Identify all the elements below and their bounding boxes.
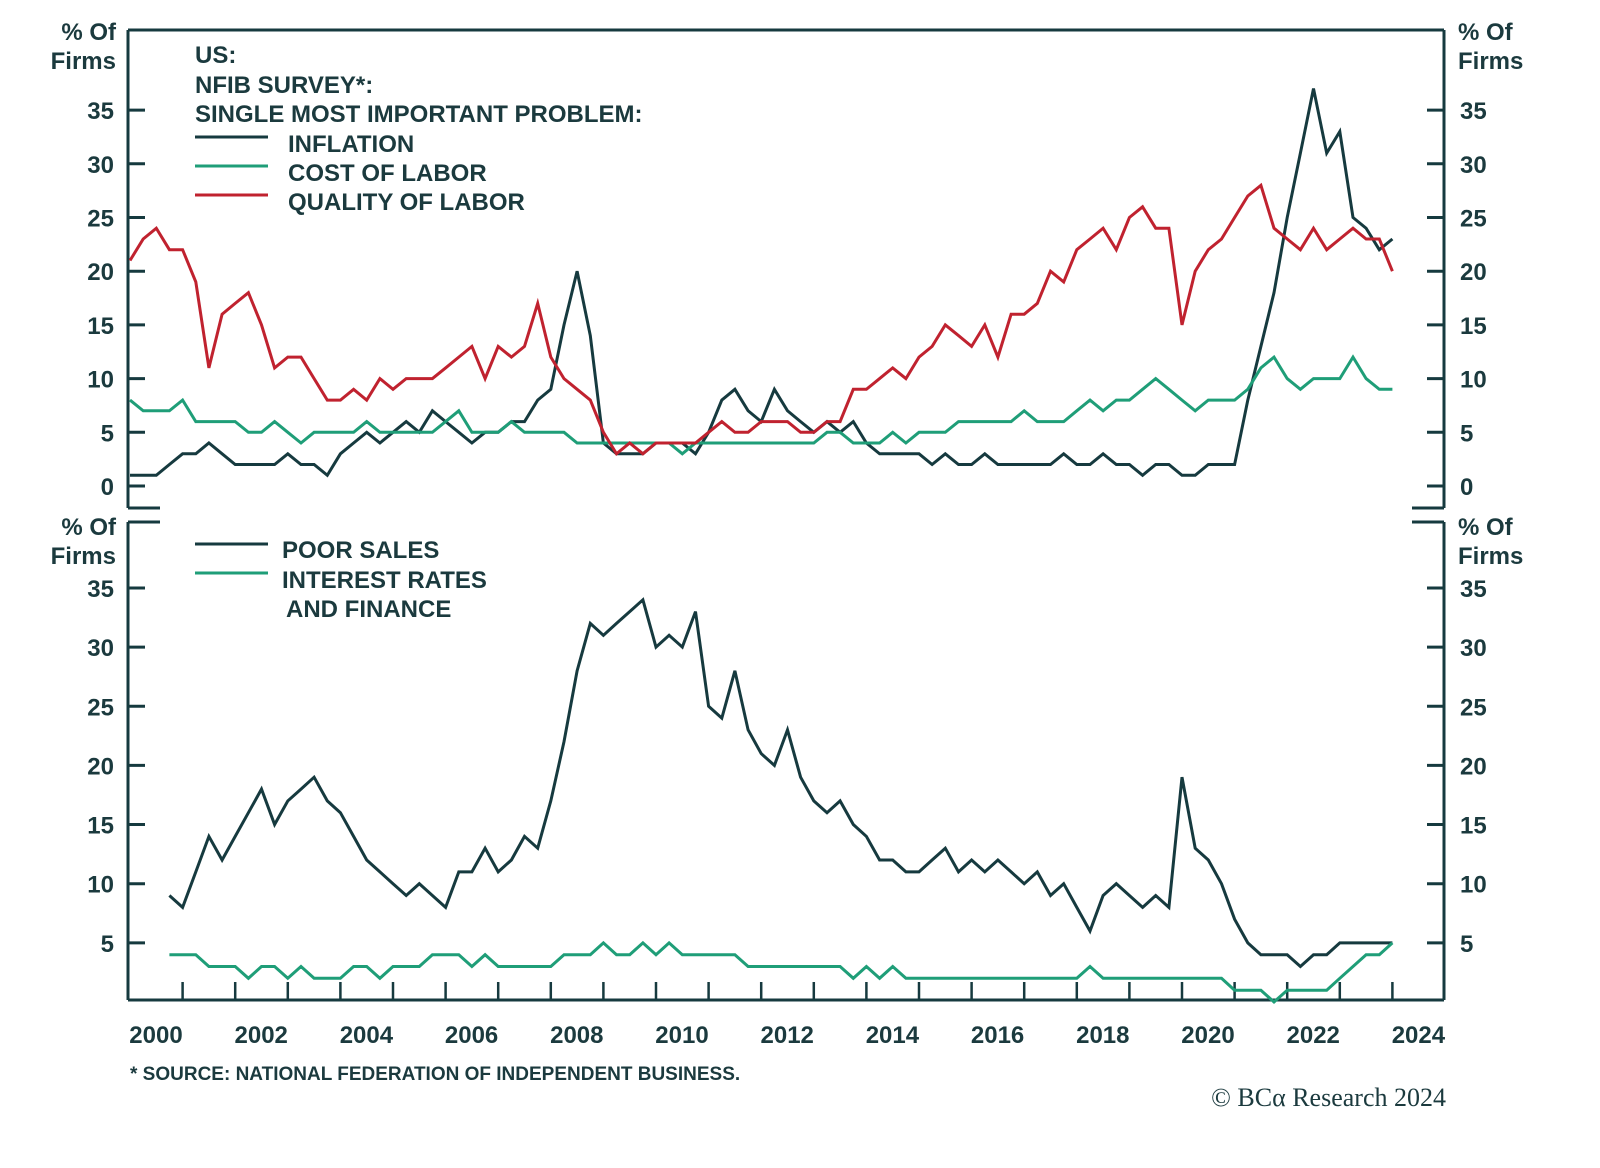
y-tick-label-left: 30 [87,152,114,179]
legend-label-interest-rates-line2: AND FINANCE [286,596,451,623]
y-tick-label-left: 20 [87,259,114,286]
chart-title-line2: NFIB SURVEY*: [195,72,373,99]
x-tick-label: 2016 [971,1022,1024,1049]
x-tick-label: 2014 [866,1022,920,1049]
x-tick-label: 2020 [1181,1022,1234,1049]
y-tick-label-left: 0 [101,474,114,501]
y-tick-label-right: 20 [1460,753,1487,780]
series-line-cost-of-labor [129,354,1393,456]
x-tick-label: 2004 [340,1022,394,1049]
x-tick-label: 2018 [1076,1022,1129,1049]
y-tick-label-left: 35 [87,98,114,125]
y-tick-label-left: 10 [87,872,114,899]
y-tick-label-left: 15 [87,313,114,340]
y-tick-label-right: 5 [1460,931,1473,958]
x-tick-label: 2000 [129,1022,182,1049]
y-tick-label-right: 30 [1460,152,1487,179]
legend-label-poor-sales: POOR SALES [282,537,439,564]
top-right-unit-line2: Firms [1458,48,1523,75]
y-tick-label-right: 30 [1460,635,1487,662]
x-tick-label: 2002 [235,1022,288,1049]
y-tick-label-right: 5 [1460,420,1473,447]
y-tick-label-right: 10 [1460,367,1487,394]
x-tick-label: 2010 [655,1022,708,1049]
copyright-logo: © BCα Research 2024 [1211,1083,1446,1112]
y-tick-label-right: 15 [1460,813,1487,840]
x-tick-label: 2008 [550,1022,603,1049]
chart-title-line3: SINGLE MOST IMPORTANT PROBLEM: [195,101,643,128]
x-tick-label: 2024 [1392,1022,1446,1049]
top-right-unit-line1: % Of [1458,19,1514,46]
legend-label-inflation: INFLATION [288,131,414,158]
bottom-right-unit-line2: Firms [1458,543,1523,570]
y-tick-label-left: 10 [87,367,114,394]
y-tick-label-right: 35 [1460,576,1487,603]
y-tick-label-left: 30 [87,635,114,662]
top-left-unit-line1: % Of [61,19,117,46]
series-line-quality-of-labor [128,182,1394,457]
y-tick-label-left: 5 [101,931,114,958]
y-tick-label-right: 25 [1460,206,1487,233]
y-tick-label-left: 5 [101,420,114,447]
bottom-left-unit-line2: Firms [51,543,116,570]
top-left-unit-line2: Firms [51,48,116,75]
x-tick-label: 2022 [1287,1022,1340,1049]
legend-label-interest-rates-line1: INTEREST RATES [282,567,487,594]
series-lines [128,88,1394,1005]
chart-title-line1: US: [195,42,236,69]
y-tick-label-left: 35 [87,576,114,603]
y-tick-label-right: 35 [1460,98,1487,125]
y-tick-label-left: 25 [87,206,114,233]
y-tick-label-left: 20 [87,753,114,780]
series-line-poor-sales [168,597,1393,969]
y-tick-label-right: 10 [1460,872,1487,899]
y-tick-label-right: 20 [1460,259,1487,286]
y-tick-label-right: 25 [1460,694,1487,721]
y-tick-label-left: 25 [87,694,114,721]
y-tick-label-left: 15 [87,813,114,840]
source-footnote: * SOURCE: NATIONAL FEDERATION OF INDEPEN… [130,1064,740,1085]
x-tick-label: 2006 [445,1022,498,1049]
bottom-right-unit-line1: % Of [1458,514,1514,541]
y-tick-label-right: 15 [1460,313,1487,340]
legend-label-quality-of-labor: QUALITY OF LABOR [288,189,525,216]
legend-label-cost-of-labor: COST OF LABOR [288,160,487,187]
x-tick-label: 2012 [761,1022,814,1049]
bottom-left-unit-line1: % Of [61,514,117,541]
series-line-interest-rates [169,940,1394,1005]
y-tick-label-right: 0 [1460,474,1473,501]
